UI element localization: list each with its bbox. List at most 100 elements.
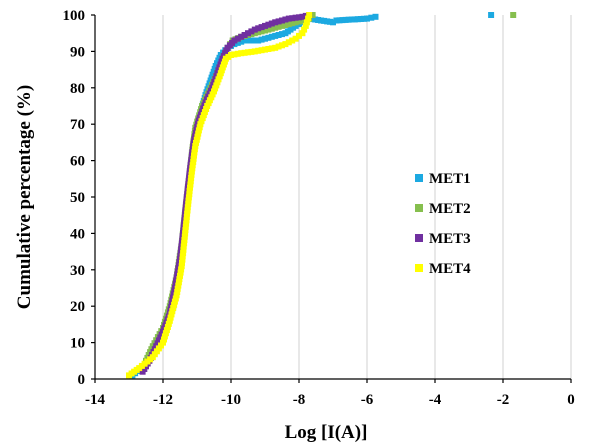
data-point <box>180 243 187 250</box>
data-point <box>190 159 197 165</box>
data-point <box>303 19 310 26</box>
data-point <box>364 15 370 22</box>
legend-marker <box>415 234 423 242</box>
data-point <box>268 20 275 27</box>
data-point <box>184 207 191 214</box>
y-tick-label: 90 <box>70 44 85 60</box>
data-point <box>285 39 292 46</box>
data-point <box>164 324 171 330</box>
data-point <box>175 279 182 286</box>
data-point <box>289 20 296 27</box>
legend: MET1 MET2 MET3 MET4 <box>415 171 471 277</box>
data-point <box>177 272 183 279</box>
data-point <box>216 73 223 80</box>
data-point <box>196 124 203 131</box>
data-point <box>191 152 197 159</box>
data-point <box>165 320 172 327</box>
data-point <box>193 139 199 146</box>
legend-item-met2: MET2 <box>415 201 471 217</box>
data-point <box>510 12 517 18</box>
data-point <box>268 25 275 32</box>
data-point <box>178 263 185 270</box>
data-point <box>187 184 193 191</box>
data-point <box>173 292 180 299</box>
data-point <box>187 181 194 188</box>
data-point <box>339 17 346 24</box>
y-tick-label: 0 <box>78 372 86 388</box>
data-point <box>198 118 205 125</box>
data-point <box>179 253 186 260</box>
data-point <box>182 230 189 237</box>
y-axis-title: Cumulative percentage (%) <box>14 85 35 309</box>
tick-labels: -14 -12 -10 -8 -6 -4 -2 0 0 10 20 30 40 50 60 70 80 90 100 <box>63 8 575 408</box>
data-point <box>299 30 306 37</box>
data-point <box>195 127 202 134</box>
data-point <box>184 210 191 217</box>
data-point <box>188 171 195 178</box>
data-point <box>185 200 192 207</box>
legend-label: MET3 <box>429 231 471 247</box>
data-point <box>258 36 265 43</box>
data-point <box>179 259 185 266</box>
data-point <box>292 14 299 21</box>
y-tick-label: 100 <box>63 8 86 24</box>
data-point <box>348 16 355 23</box>
data-point <box>193 136 200 143</box>
legend-marker <box>415 264 423 272</box>
y-tick-label: 80 <box>70 81 85 97</box>
data-point <box>175 282 182 289</box>
data-point <box>248 28 255 35</box>
legend-marker <box>415 204 423 212</box>
x-tick-label: -6 <box>361 392 374 408</box>
data-point <box>213 82 220 89</box>
data-point <box>302 22 309 29</box>
data-point <box>345 16 352 23</box>
data-point <box>275 43 282 50</box>
data-point <box>234 50 241 57</box>
data-point <box>188 175 195 181</box>
data-point <box>245 49 251 56</box>
data-point <box>181 233 188 240</box>
legend-label: MET2 <box>429 201 471 217</box>
data-point <box>171 301 178 308</box>
data-point <box>360 15 367 22</box>
data-point <box>354 16 361 23</box>
data-point <box>299 13 306 20</box>
data-point <box>279 31 285 38</box>
data-point <box>262 35 268 42</box>
data-point <box>174 285 181 292</box>
data-point <box>296 32 302 39</box>
data-point <box>309 12 316 18</box>
y-tick-label: 30 <box>70 263 85 279</box>
data-point <box>162 330 169 337</box>
data-point <box>285 21 292 28</box>
data-point <box>296 18 302 25</box>
axes <box>91 14 572 383</box>
data-point <box>177 269 184 276</box>
data-point <box>251 48 258 55</box>
data-point <box>368 14 375 21</box>
data-point <box>161 333 168 340</box>
legend-marker <box>415 174 423 182</box>
y-tick-label: 20 <box>70 299 85 315</box>
data-point <box>272 24 279 31</box>
data-point <box>185 194 192 201</box>
x-tick-label: -10 <box>221 392 241 408</box>
data-point <box>238 38 245 45</box>
data-point <box>188 168 195 175</box>
data-point <box>272 19 279 26</box>
data-point <box>174 289 181 295</box>
data-point <box>279 22 285 29</box>
series-met4 <box>126 12 313 379</box>
data-point <box>183 220 190 227</box>
data-point <box>160 339 166 346</box>
data-point <box>234 35 241 42</box>
data-point <box>241 37 248 44</box>
data-point <box>285 15 292 22</box>
data-point <box>184 204 191 211</box>
data-point <box>251 30 258 37</box>
data-point <box>185 197 192 204</box>
x-tick-label: -14 <box>85 392 105 408</box>
data-point <box>265 34 272 41</box>
